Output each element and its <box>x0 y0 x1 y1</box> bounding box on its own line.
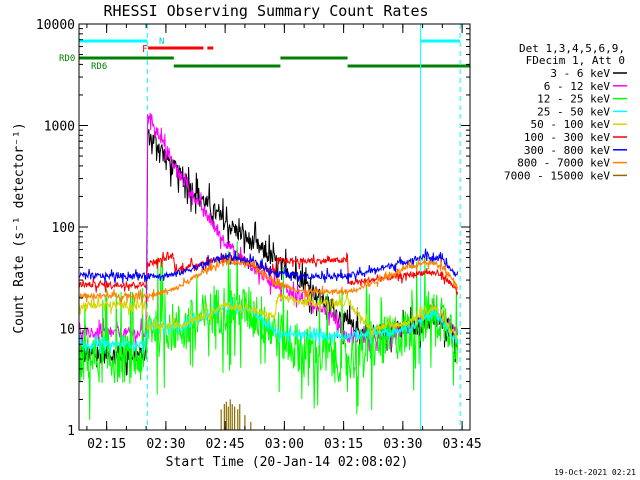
night-flag-label: N <box>159 37 164 47</box>
flare-flag-label: F <box>142 44 148 55</box>
x-tick-label: 03:15 <box>324 437 363 452</box>
legend-header: FDecim 1, Att 0 <box>526 54 625 67</box>
legend-label: 6 - 12 keV <box>544 80 611 93</box>
y-tick-label: 100 <box>52 221 75 236</box>
y-tick-label: 1 <box>67 424 75 439</box>
chart-title: RHESSI Observing Summary Count Rates <box>103 2 428 20</box>
x-tick-label: 02:15 <box>87 437 126 452</box>
series-line <box>78 296 459 354</box>
x-tick-label: 03:00 <box>265 437 304 452</box>
y-tick-label: 1000 <box>44 120 75 135</box>
timestamp: 19-Oct-2021 02:21 <box>554 468 636 477</box>
x-tick-label: 03:45 <box>443 437 482 452</box>
x-axis: 02:15 02:30 02:45 03:00 03:15 03:30 03:45 <box>86 24 482 452</box>
x-tick-label: 02:45 <box>206 437 245 452</box>
legend: Det 1,3,4,5,6,9,FDecim 1, Att 03 - 6 keV… <box>504 42 627 182</box>
series-line <box>78 255 459 305</box>
interval-lines <box>78 24 461 430</box>
series-group <box>78 112 459 430</box>
observing-flags: N F RD0 RD6 <box>59 37 470 72</box>
rd6-flag-label: RD6 <box>91 62 107 72</box>
legend-label: 12 - 25 keV <box>537 93 610 106</box>
legend-label: 50 - 100 keV <box>531 118 611 131</box>
y-axis-label: Count Rate (s⁻¹ detector⁻¹) <box>12 122 27 333</box>
legend-label: 100 - 300 keV <box>524 131 610 144</box>
x-axis-label: Start Time (20-Jan-14 02:08:02) <box>166 455 409 470</box>
legend-label: 300 - 800 keV <box>524 144 610 157</box>
legend-label: 800 - 7000 keV <box>517 157 610 170</box>
series-line <box>78 291 458 340</box>
x-tick-label: 02:30 <box>146 437 185 452</box>
rd0-flag-label: RD0 <box>59 54 75 64</box>
y-tick-label: 10000 <box>36 18 75 33</box>
series-line <box>78 248 459 284</box>
legend-label: 25 - 50 keV <box>537 105 610 118</box>
legend-header: Det 1,3,4,5,6,9, <box>519 42 625 55</box>
y-tick-label: 10 <box>59 323 75 338</box>
legend-label: 7000 - 15000 keV <box>504 169 610 182</box>
legend-label: 3 - 6 keV <box>550 67 610 80</box>
y-axis: 1 10 100 1000 10000 <box>36 18 470 439</box>
x-tick-label: 03:30 <box>383 437 422 452</box>
